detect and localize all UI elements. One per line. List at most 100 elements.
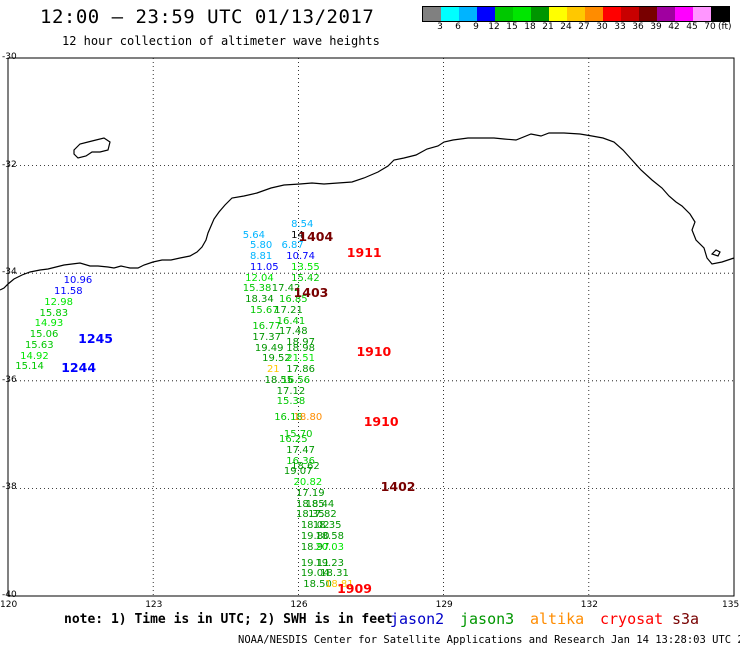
wave-height-value: 12.98: [44, 296, 73, 308]
latitude-tick-label: -40: [2, 590, 17, 600]
wave-height-value: 19.23: [315, 557, 344, 569]
kangaroo-island-coastline: [73, 137, 111, 159]
wave-height-value: 20.03: [315, 541, 344, 553]
wave-height-value: 15.38: [276, 396, 306, 408]
wave-height-value: 19.80: [300, 530, 330, 542]
wave-height-value: 18.80: [293, 412, 323, 424]
wave-height-value: 17.37: [252, 331, 282, 343]
wave-height-value: 10.74: [286, 251, 315, 263]
wave-height-value: 15.06: [29, 329, 59, 341]
wave-height-value: 16.85: [279, 294, 308, 306]
color-legend-tick: 21: [542, 22, 554, 32]
color-swatch: [549, 7, 567, 21]
color-swatch: [693, 7, 711, 21]
wave-height-value: 18.31: [320, 568, 349, 580]
wave-height-value: 14.93: [34, 318, 64, 330]
wave-height-value: 17.47: [286, 444, 315, 456]
coastline: [0, 132, 735, 291]
color-swatch: [657, 7, 675, 21]
wave-height-value: 17.86: [286, 364, 315, 376]
wave-height-value: 15.14: [15, 361, 44, 373]
wave-height-value: 15.42: [291, 272, 320, 284]
color-swatch: [441, 7, 459, 21]
note-text: note: 1) Time is in UTC; 2) SWH is in fe…: [64, 612, 393, 627]
latitude-tick-label: -30: [2, 52, 17, 62]
longitude-tick-label: 123: [145, 600, 163, 610]
wave-height-value: 16.18: [274, 412, 303, 424]
wave-height-value: 18.97: [300, 541, 330, 553]
map-frame: [7, 57, 735, 597]
color-legend: [422, 6, 730, 22]
color-legend-tick: 45: [686, 22, 698, 32]
wave-height-value: 14: [291, 229, 304, 241]
wave-height-value: 18.35: [295, 509, 325, 521]
wave-height-value: 18.34: [245, 294, 274, 306]
color-swatch: [621, 7, 639, 21]
wave-height-value: 21.51: [286, 353, 315, 365]
color-swatch: [639, 7, 657, 21]
color-legend-tick: 33: [614, 22, 626, 32]
color-swatch: [675, 7, 693, 21]
wave-height-value: 17.42: [271, 283, 301, 295]
wave-height-value: 15.63: [24, 339, 54, 351]
wave-height-value: 18.85: [295, 498, 325, 510]
wave-height-value: 18.62: [291, 460, 320, 472]
color-swatch: [477, 7, 495, 21]
color-swatch: [423, 7, 441, 21]
wave-height-value: 18.35: [312, 520, 342, 532]
color-legend-tick: 15: [506, 22, 518, 32]
wave-height-value: 5.64: [242, 229, 265, 241]
color-legend-tick: 6: [455, 22, 461, 32]
wave-height-value: 16.36: [286, 455, 315, 467]
wave-height-value: 17.82: [308, 509, 337, 521]
wave-height-value: 10.96: [63, 275, 93, 287]
latitude-tick-label: -32: [2, 159, 17, 170]
color-swatch: [531, 7, 549, 21]
pass-time-label: 1402: [380, 478, 416, 494]
wave-height-value: 19.07: [283, 466, 313, 478]
wave-height-value: 16.77: [252, 321, 282, 332]
wave-height-value: 19.04: [300, 568, 330, 580]
wave-height-value: 12.04: [245, 272, 274, 284]
wave-height-value: 16.25: [279, 433, 308, 445]
color-legend-tick: 30: [596, 22, 608, 32]
color-swatch: [459, 7, 477, 21]
wave-height-value: 15.67: [250, 304, 279, 316]
wave-height-value: 11.05: [250, 261, 279, 273]
wave-height-value: 6.87: [281, 240, 304, 252]
wave-height-value: 5.80: [250, 240, 273, 252]
satellite-legend-entry: s3a: [672, 610, 700, 628]
wave-height-value: 18.58: [315, 530, 344, 542]
wave-height-value: 19.49: [254, 342, 284, 354]
island-coastline-small: [710, 249, 721, 257]
wave-height-value: 13.55: [291, 261, 320, 273]
wave-height-value: 18.02: [300, 520, 330, 532]
wave-height-value: 17.48: [279, 326, 308, 338]
page-title: 12:00 – 23:59 UTC 01/13/2017: [40, 6, 375, 28]
pass-time-label: 1245: [78, 330, 113, 346]
color-legend-unit: (ft): [718, 22, 732, 32]
longitude-tick-label: 120: [0, 600, 18, 610]
wave-height-value: 18.50: [303, 579, 332, 591]
color-legend-tick: 9: [473, 22, 479, 32]
color-legend-tick: 42: [668, 22, 680, 32]
color-legend-tick: 39: [650, 22, 662, 32]
wave-height-value: 17.19: [295, 487, 325, 499]
color-legend-tick: 3: [437, 22, 443, 32]
wave-height-value: 18.97: [286, 337, 315, 349]
wave-height-value: 16.41: [276, 315, 306, 327]
pass-time-label: 1911: [346, 244, 382, 260]
wave-height-value: 18.44: [305, 498, 335, 510]
wave-height-value: 18.98: [286, 342, 315, 354]
satellite-legend-entry: jason3: [460, 610, 515, 628]
color-legend-tick: 36: [632, 22, 644, 32]
wave-height-value: 17.12: [276, 385, 306, 397]
wave-height-value: 19.11: [300, 557, 330, 569]
color-legend-tick: 27: [578, 22, 590, 32]
latitude-tick-label: -38: [2, 482, 17, 493]
latitude-tick-label: -36: [2, 374, 17, 385]
footer-credit: NOAA/NESDIS Center for Satellite Applica…: [238, 634, 740, 646]
color-swatch: [585, 7, 603, 21]
wave-height-value: 20.82: [293, 477, 323, 489]
